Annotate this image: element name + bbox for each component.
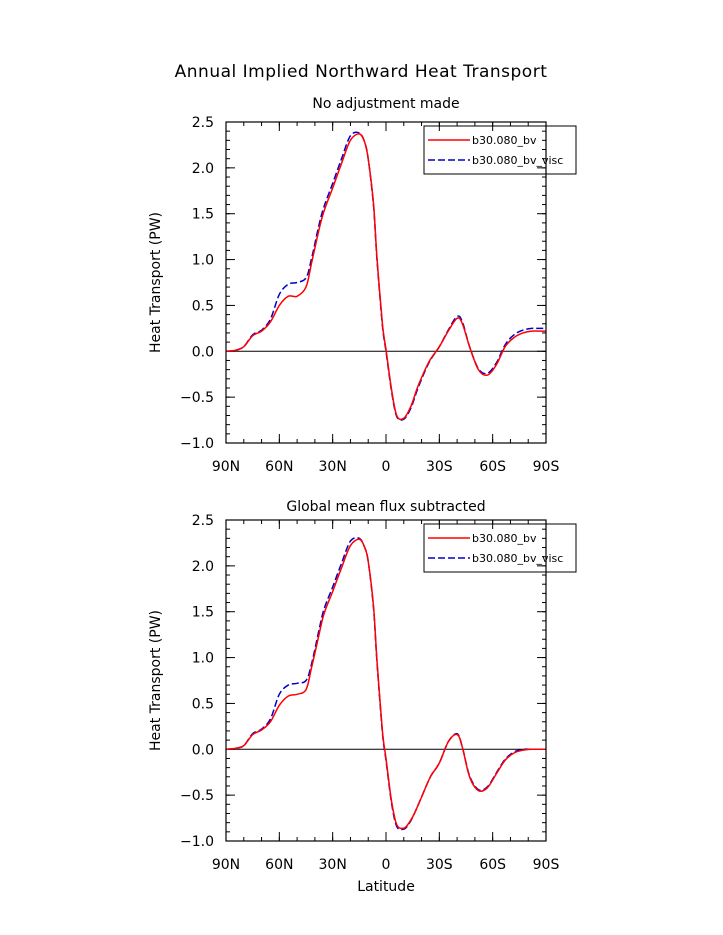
panel-subtitle: Global mean flux subtracted [286, 499, 485, 515]
legend-box [423, 125, 577, 175]
chart-panel-2: Global mean flux subtracted −1.0 −0.5 0.0 0.… [148, 499, 577, 895]
series-line-b30-080-bv-visc [225, 131, 546, 421]
x-tick-label: 60N [265, 459, 293, 475]
y-tick-label: 2.5 [192, 115, 214, 131]
y-tick-label: 2.5 [192, 513, 214, 529]
panel-subtitle: No adjustment made [312, 96, 459, 112]
y-tick-label: 1.5 [192, 207, 214, 223]
y-tick-label: −0.5 [180, 788, 214, 804]
x-tick-label: 0 [382, 857, 391, 873]
x-tick-label: 30N [319, 857, 347, 873]
legend-label: b30.080_bv_visc [472, 552, 563, 565]
x-tick-label: 0 [382, 459, 391, 475]
y-tick-label: 0.5 [192, 298, 214, 314]
x-tick-label: 90N [212, 459, 240, 475]
y-tick-label: 1.5 [192, 605, 214, 621]
x-tick-label: 90S [533, 857, 560, 873]
y-axis-label: Heat Transport (PW) [148, 610, 164, 751]
y-axis-label: Heat Transport (PW) [148, 212, 164, 353]
series-line-b30-080-bv-visc [225, 536, 546, 831]
x-tick-label: 60N [265, 857, 293, 873]
x-tick-label: 30S [426, 857, 453, 873]
legend-box [423, 523, 577, 573]
x-tick-label: 30N [319, 459, 347, 475]
x-tick-label: 30S [426, 459, 453, 475]
x-tick-label: 90S [533, 459, 560, 475]
x-tick-label: 60S [479, 459, 506, 475]
chart-panel-1: No adjustment made −1.0 −0.5 0.0 0.5 1.0 1.5 2.… [148, 96, 577, 475]
y-tick-label: 0.5 [192, 696, 214, 712]
x-tick-label: 90N [212, 857, 240, 873]
main-title: Annual Implied Northward Heat Transport [175, 62, 548, 82]
plot-frame [225, 519, 547, 842]
y-tick-label: 1.0 [192, 253, 214, 269]
legend-label: b30.080_bv [472, 134, 537, 147]
y-tick-label: 0.0 [192, 742, 214, 758]
series-line-b30-080-bv [225, 538, 546, 830]
y-tick-label: 2.0 [192, 161, 214, 177]
series-line-b30-080-bv [225, 133, 546, 421]
legend-label: b30.080_bv_visc [472, 154, 563, 167]
plot-frame [225, 121, 547, 444]
y-tick-label: 0.0 [192, 344, 214, 360]
y-tick-label: −1.0 [180, 436, 214, 452]
legend-label: b30.080_bv [472, 532, 537, 545]
y-tick-label: 1.0 [192, 651, 214, 667]
y-tick-label: 2.0 [192, 559, 214, 575]
x-tick-label: 60S [479, 857, 506, 873]
y-tick-label: −1.0 [180, 834, 214, 850]
y-tick-label: −0.5 [180, 390, 214, 406]
x-axis-label: Latitude [357, 879, 415, 895]
